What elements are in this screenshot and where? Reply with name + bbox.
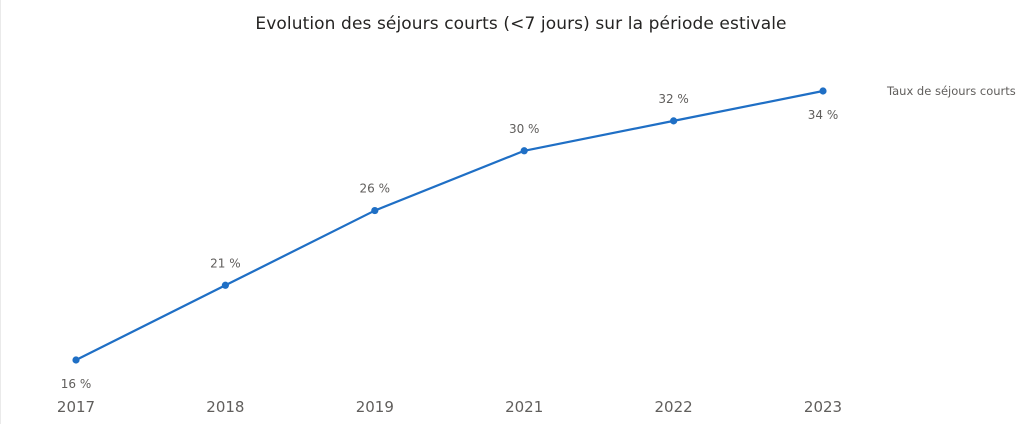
data-point-2021[interactable] bbox=[520, 147, 528, 155]
data-point-2018[interactable] bbox=[221, 281, 229, 289]
x-tick-label-2019: 2019 bbox=[356, 398, 394, 416]
data-point-2022[interactable] bbox=[670, 117, 678, 125]
x-tick-label-2022: 2022 bbox=[655, 398, 693, 416]
series-label: Taux de séjours courts bbox=[886, 84, 1016, 98]
chart-title: Evolution des séjours courts (<7 jours) … bbox=[255, 14, 787, 34]
data-label-2023: 34 % bbox=[808, 108, 839, 122]
x-tick-label-2023: 2023 bbox=[804, 398, 842, 416]
x-tick-label-2018: 2018 bbox=[206, 398, 244, 416]
data-point-2017[interactable] bbox=[72, 356, 80, 364]
x-tick-label-2017: 2017 bbox=[57, 398, 95, 416]
data-label-2021: 30 % bbox=[509, 122, 540, 136]
data-label-2018: 21 % bbox=[210, 256, 241, 270]
data-label-2022: 32 % bbox=[658, 92, 689, 106]
data-label-2019: 26 % bbox=[360, 182, 391, 196]
data-label-2017: 16 % bbox=[61, 377, 92, 391]
series-line bbox=[75, 89, 824, 361]
x-tick-label-2021: 2021 bbox=[505, 398, 543, 416]
data-point-2023[interactable] bbox=[819, 87, 827, 95]
data-point-2019[interactable] bbox=[371, 206, 379, 215]
